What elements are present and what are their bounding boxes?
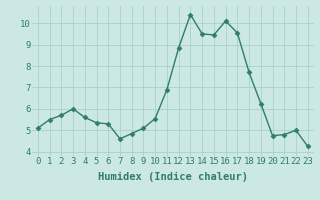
X-axis label: Humidex (Indice chaleur): Humidex (Indice chaleur) <box>98 172 248 182</box>
